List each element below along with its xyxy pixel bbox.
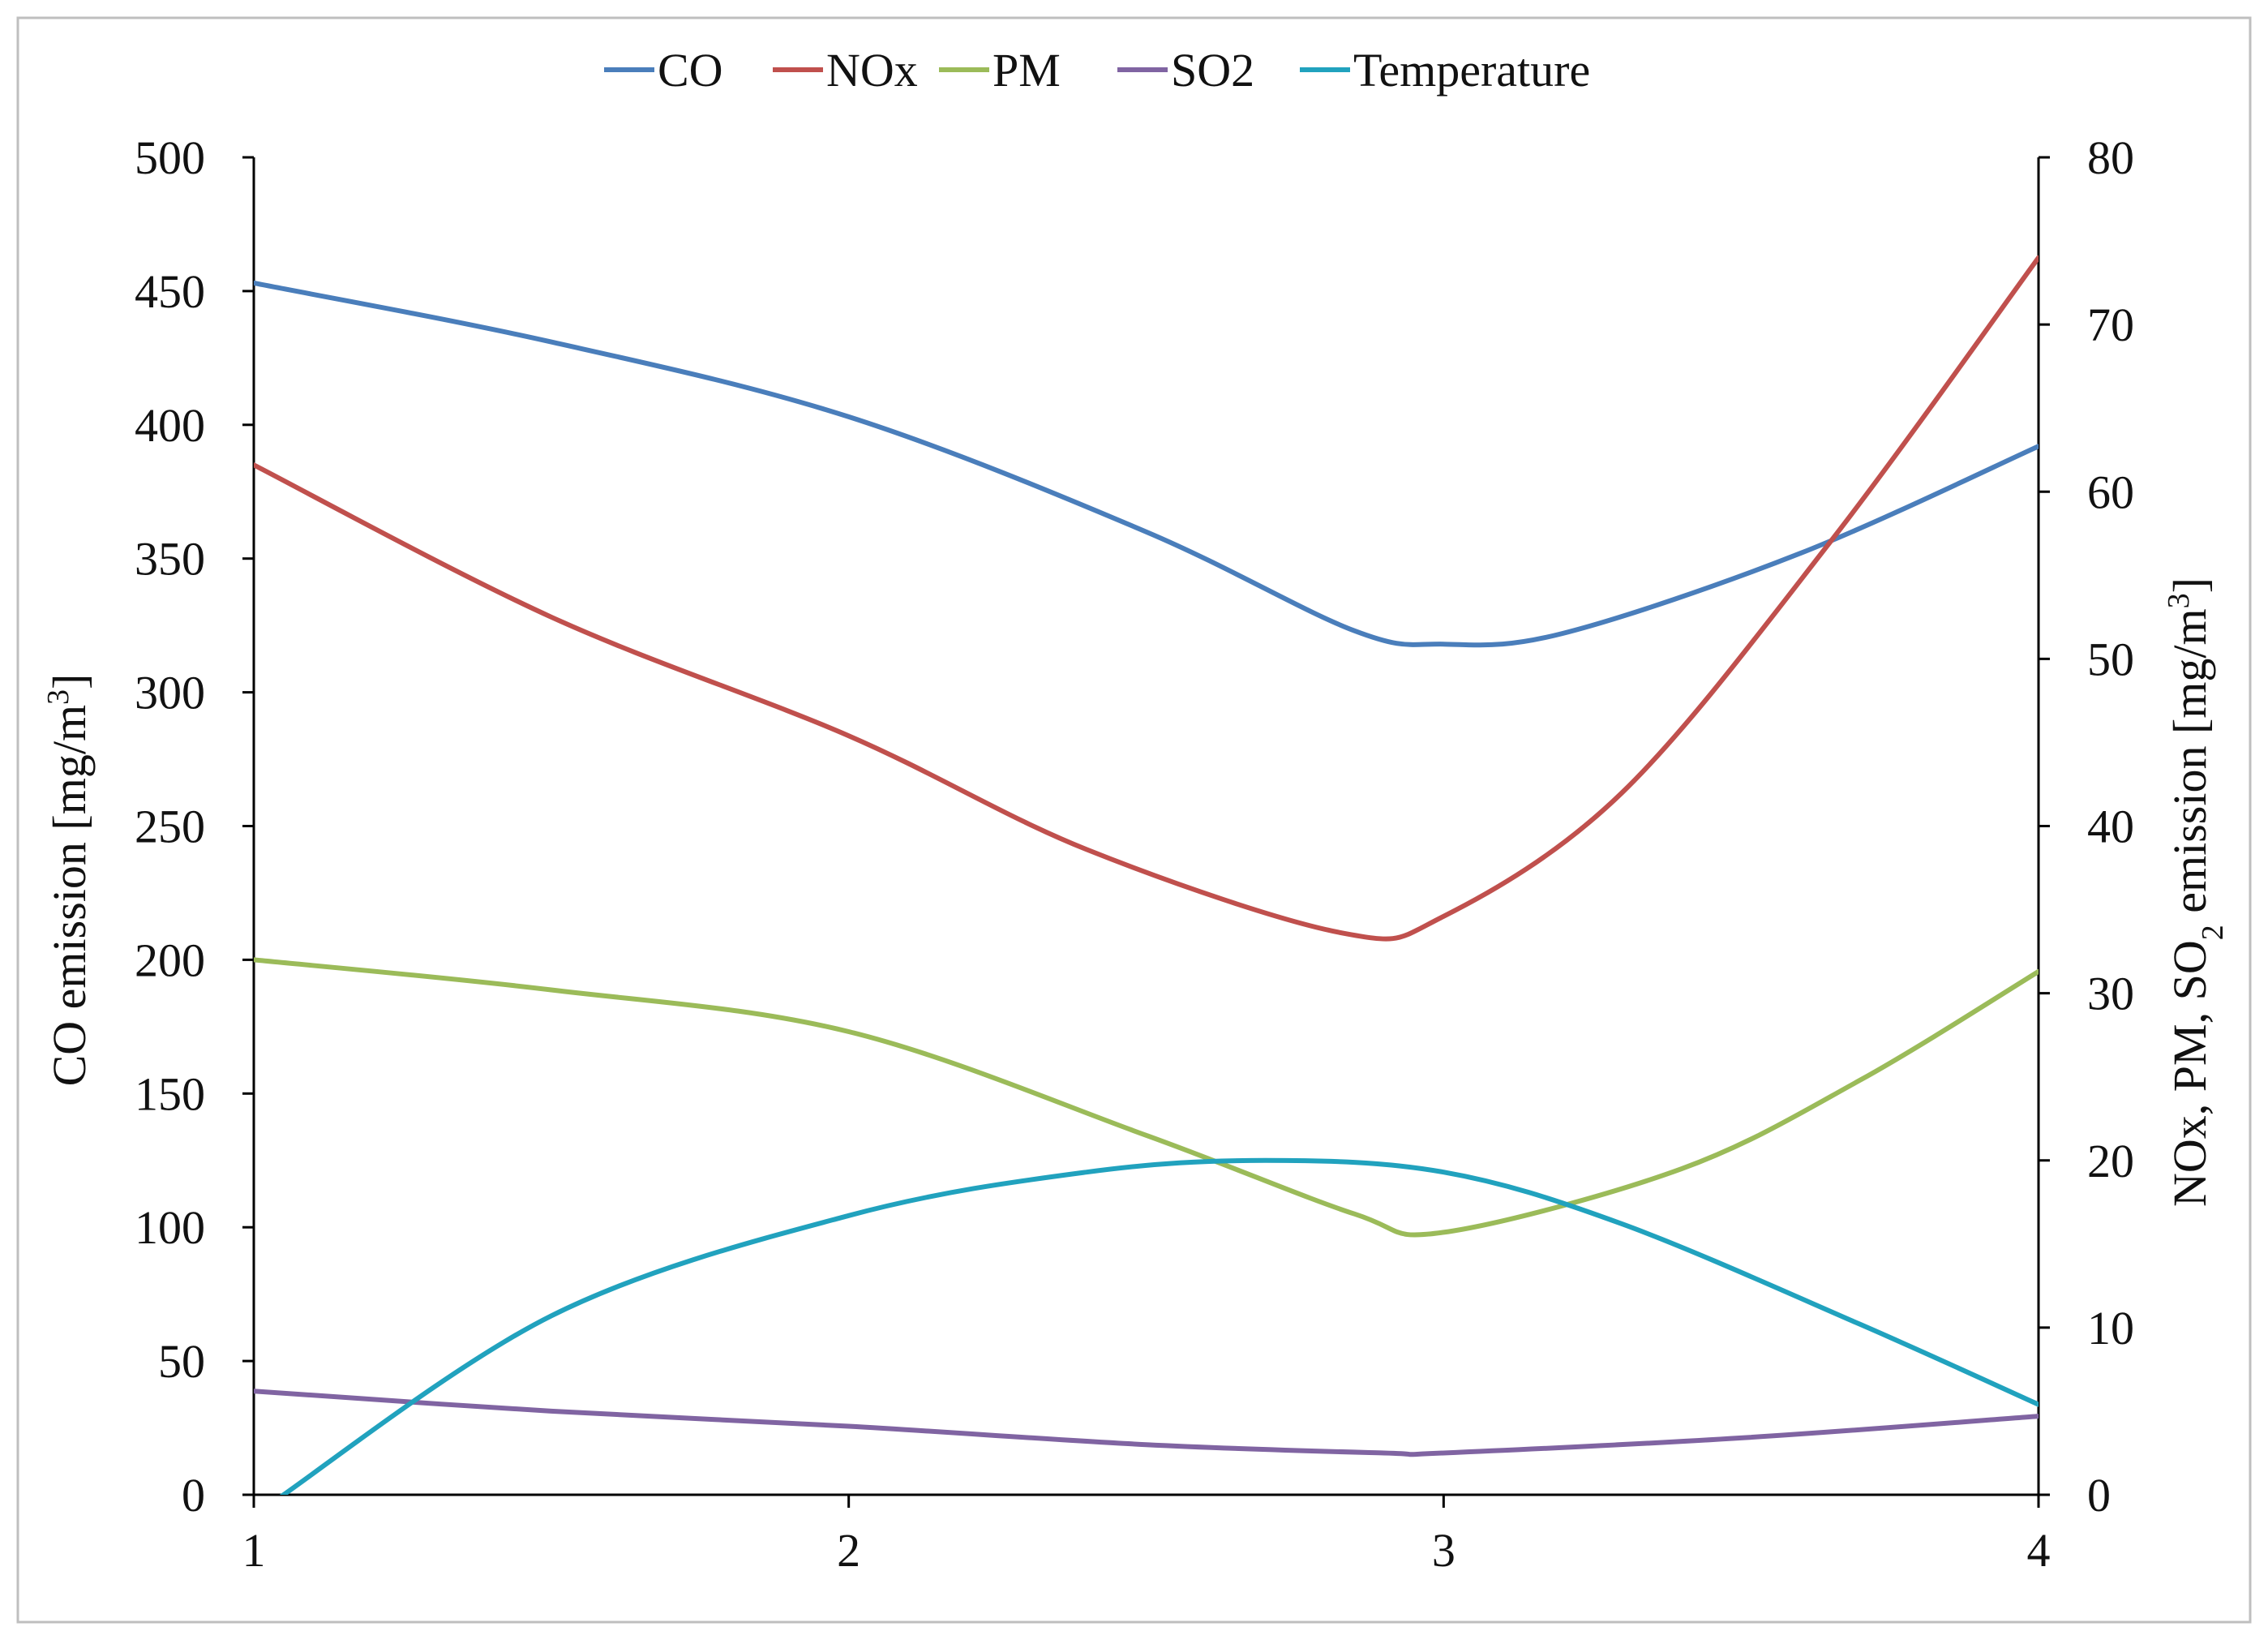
y-axis-right-title-mid: emission [mg/m xyxy=(2163,608,2216,925)
y-right-tick-label: 70 xyxy=(2087,298,2134,351)
legend-item-so2[interactable]: SO2 xyxy=(1117,44,1254,97)
legend-label-co: CO xyxy=(658,44,723,97)
y-left-tick-label: 0 xyxy=(182,1469,205,1522)
series-line-co xyxy=(254,281,2039,648)
y-right-tick-label: 20 xyxy=(2087,1135,2134,1187)
legend-label-so2: SO2 xyxy=(1171,44,1254,97)
x-tick-label: 1 xyxy=(242,1524,266,1577)
y-left-tick-label: 100 xyxy=(135,1201,205,1254)
axes-group: 0 50 100 150 200 250 300 350 400 450 500 0 10 20 30 40 5… xyxy=(135,131,2134,1577)
legend: CO NOx PM SO2 Temperature xyxy=(604,44,1590,97)
legend-label-temperature: Temperature xyxy=(1353,44,1590,97)
y-axis-right-title-end: ] xyxy=(2163,577,2216,593)
series-group xyxy=(254,255,2039,1495)
y-left-tick-label: 450 xyxy=(135,265,205,318)
y-axis-left-title-sup: 3 xyxy=(41,689,75,705)
series-line-temperature xyxy=(279,1157,2039,1495)
figure-border xyxy=(16,16,2252,1624)
y-axis-left-title-main: CO emission [mg/m xyxy=(43,705,96,1086)
y-left-tick-label: 50 xyxy=(158,1335,205,1388)
y-right-tick-label: 40 xyxy=(2087,801,2134,853)
y-left-tick-label: 400 xyxy=(135,399,205,452)
series-line-so2 xyxy=(254,1389,2039,1457)
x-tick-label: 2 xyxy=(837,1524,860,1577)
y-left-tick-label: 350 xyxy=(135,533,205,586)
legend-item-co[interactable]: CO xyxy=(604,44,723,97)
y-axis-right-title-sub: 2 xyxy=(2196,925,2230,940)
y-axis-left-title-end: ] xyxy=(43,674,96,689)
legend-item-temperature[interactable]: Temperature xyxy=(1300,44,1590,97)
y-right-tick-label: 0 xyxy=(2087,1469,2111,1522)
y-right-tick-label: 10 xyxy=(2087,1302,2134,1354)
x-tick-label: 4 xyxy=(2027,1524,2051,1577)
y-left-tick-label: 150 xyxy=(135,1067,205,1120)
y-right-tick-label: 30 xyxy=(2087,968,2134,1020)
y-right-tick-label: 80 xyxy=(2087,131,2134,184)
y-axis-left-title: CO emission [mg/m3] xyxy=(41,674,96,1087)
series-line-pm xyxy=(254,957,2039,1238)
y-right-tick-label: 50 xyxy=(2087,633,2134,685)
y-axis-right-title-main: NOx, PM, SO xyxy=(2163,940,2216,1207)
y-axis-right-title: NOx, PM, SO2 emission [mg/m3] xyxy=(2162,577,2230,1207)
y-left-tick-label: 500 xyxy=(135,131,205,184)
y-left-tick-label: 200 xyxy=(135,934,205,986)
y-right-tick-label: 60 xyxy=(2087,466,2134,518)
legend-item-nox[interactable]: NOx xyxy=(773,44,918,97)
axis-titles: CO emission [mg/m3] NOx, PM, SO2 emissio… xyxy=(41,577,2230,1207)
y-axis-right-title-sup: 3 xyxy=(2162,593,2196,608)
y-left-tick-label: 300 xyxy=(135,667,205,719)
legend-label-nox: NOx xyxy=(826,44,918,97)
legend-item-pm[interactable]: PM xyxy=(939,44,1061,97)
legend-label-pm: PM xyxy=(993,44,1061,97)
y-left-tick-label: 250 xyxy=(135,801,205,853)
series-line-nox xyxy=(254,255,2039,942)
x-tick-label: 3 xyxy=(1432,1524,1456,1577)
